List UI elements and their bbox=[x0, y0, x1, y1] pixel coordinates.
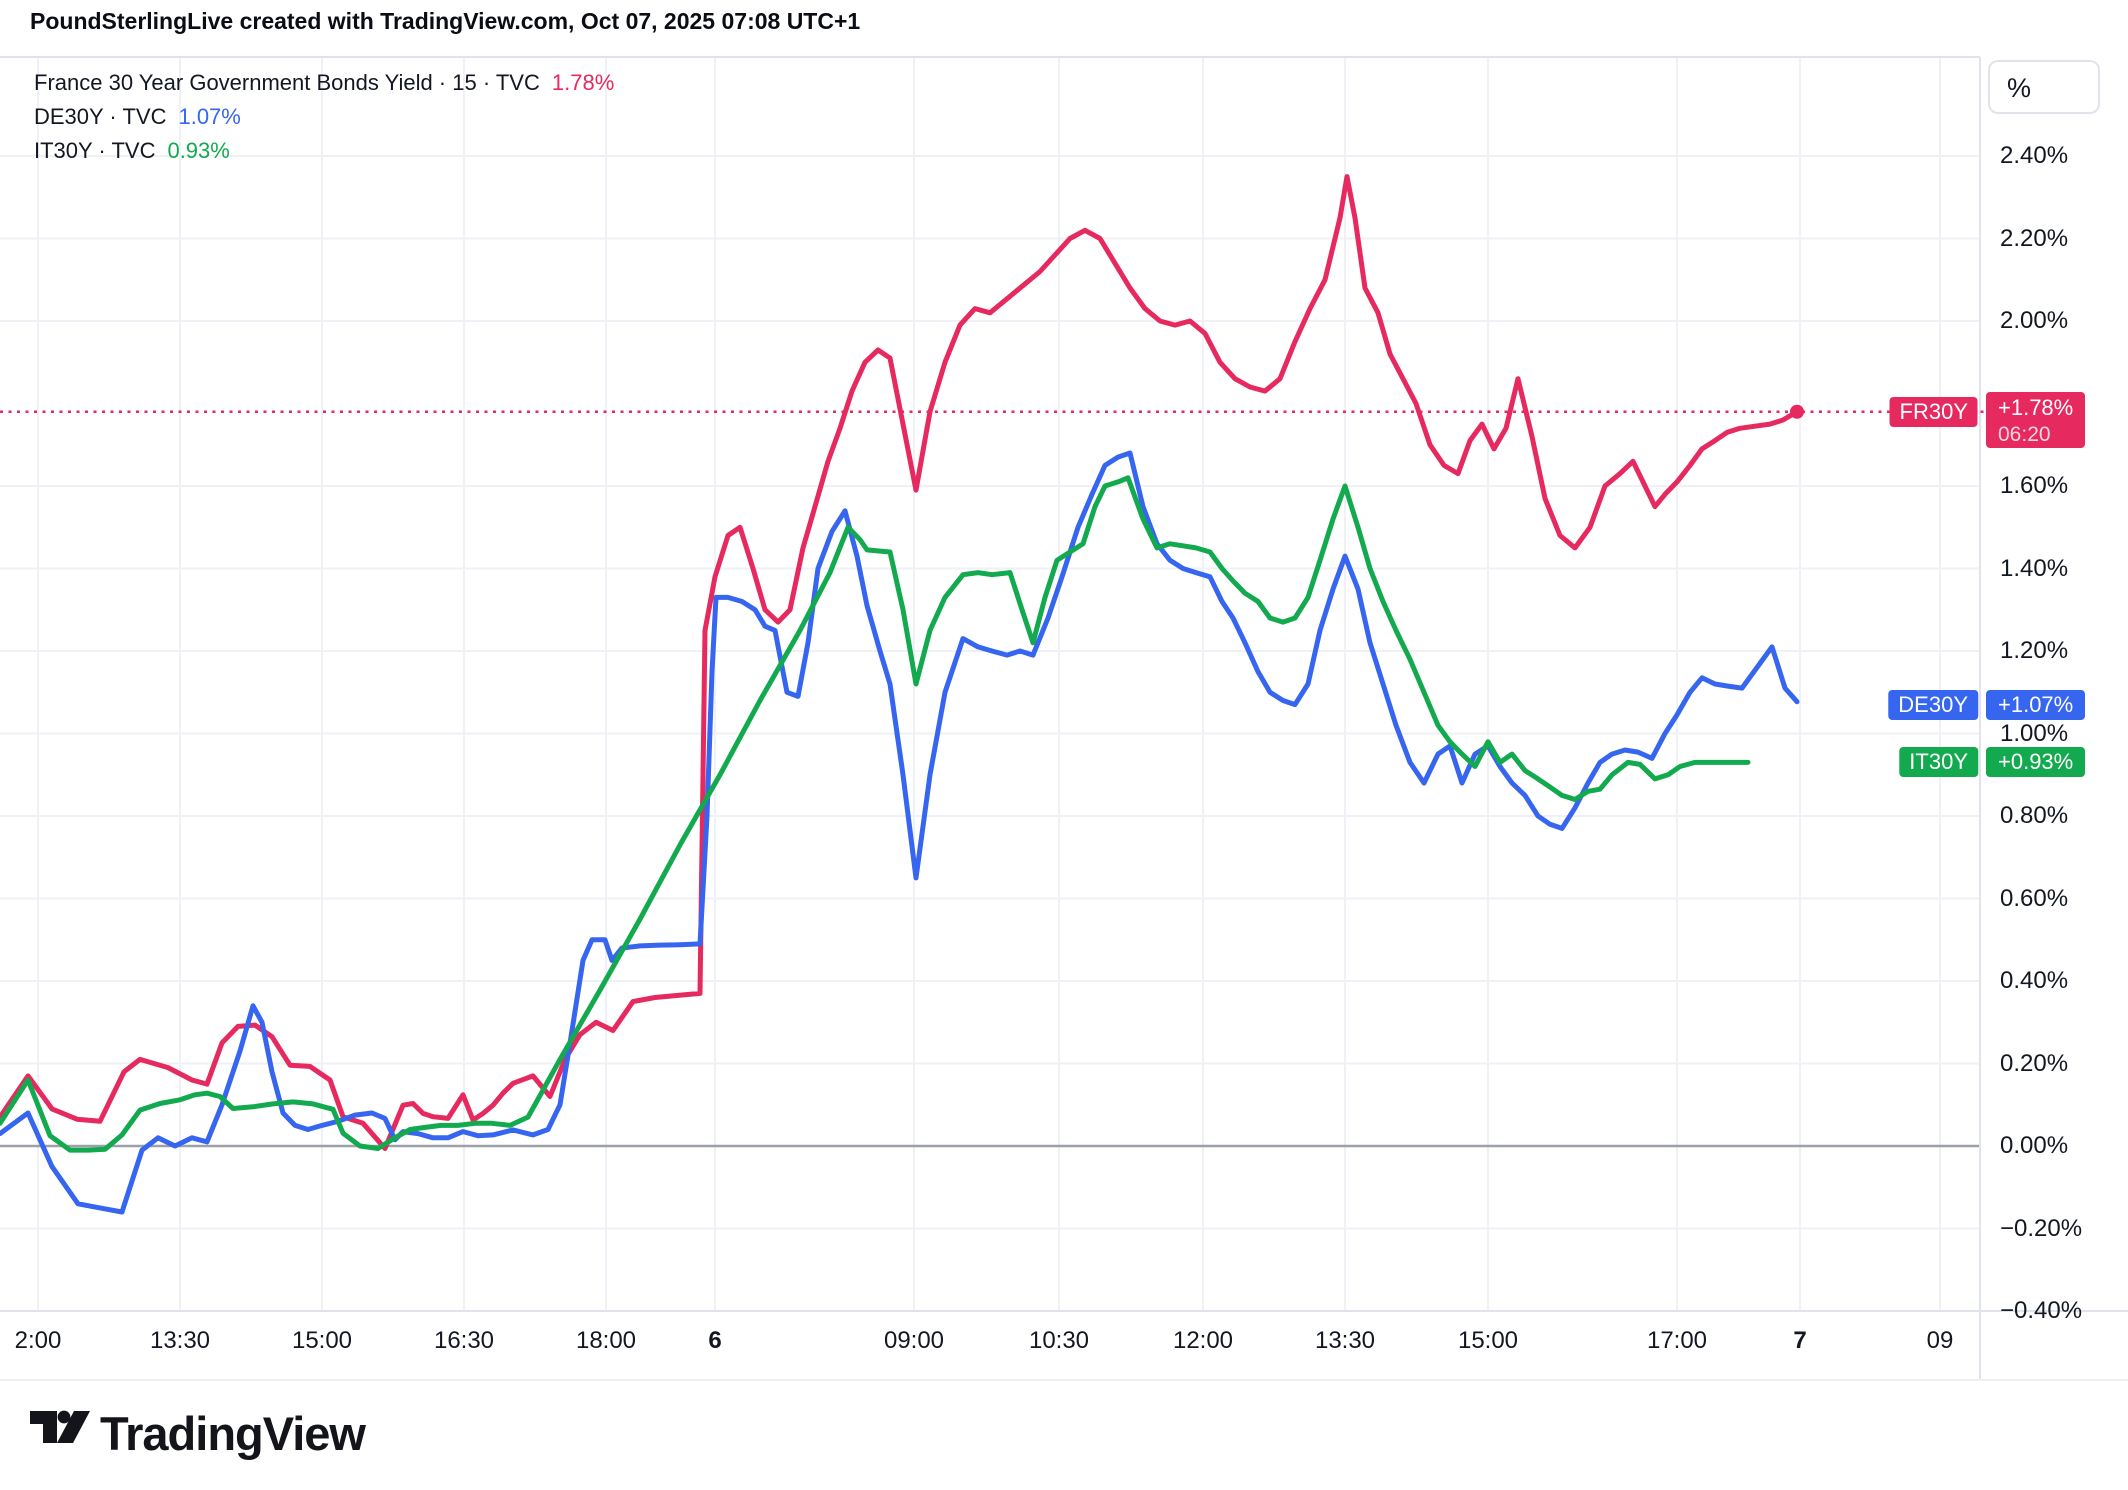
legend-label-fr30y: France 30 Year Government Bonds Yield · … bbox=[34, 70, 540, 95]
x-axis-tick-label: 15:00 bbox=[1457, 1327, 1519, 1354]
x-axis-tick-label: 16:30 bbox=[433, 1327, 495, 1354]
y-axis-tick-label: 2.00% bbox=[2000, 307, 2069, 334]
legend-value-it30y: 0.93% bbox=[167, 138, 230, 163]
x-axis-tick-label: 7 bbox=[1793, 1327, 1807, 1354]
price-badge-it30y: +0.93% bbox=[1986, 747, 2086, 778]
x-axis-tick-label: 15:00 bbox=[291, 1327, 353, 1354]
price-badge-de30y: +1.07% bbox=[1986, 689, 2086, 720]
tradingview-footer-logo[interactable]: TradingView bbox=[28, 1406, 428, 1460]
y-axis-tick-label: 1.20% bbox=[2000, 637, 2069, 664]
y-axis-tick-label: 0.20% bbox=[2000, 1049, 2069, 1077]
price-time-fr30y: 06:20 bbox=[1998, 422, 2051, 446]
y-axis-tick-label: 0.00% bbox=[2000, 1132, 2069, 1159]
y-axis-tick-label: 0.80% bbox=[2000, 802, 2069, 829]
last-price-dot bbox=[1790, 404, 1804, 419]
x-axis-tick-label: 09:00 bbox=[883, 1327, 945, 1354]
attribution-title: PoundSterlingLive created with TradingVi… bbox=[30, 8, 861, 34]
x-axis-tick-label: 17:00 bbox=[1646, 1327, 1708, 1354]
chart-legend: France 30 Year Government Bonds Yield · … bbox=[34, 66, 614, 168]
y-axis-tick-label: −0.20% bbox=[2000, 1214, 2083, 1242]
price-value-it30y: +0.93% bbox=[1998, 749, 2074, 775]
legend-row-it30y[interactable]: IT30Y · TVC 0.93% bbox=[34, 134, 614, 168]
legend-value-fr30y: 1.78% bbox=[551, 70, 615, 95]
x-axis-tick-label: 2:00 bbox=[14, 1327, 62, 1354]
price-badge-fr30y: +1.78% 06:20 bbox=[1986, 391, 2086, 448]
y-axis-tick-label: 2.40% bbox=[2000, 142, 2069, 169]
price-value-de30y: +1.07% bbox=[1998, 691, 2074, 717]
y-axis-tick-label: 1.40% bbox=[2000, 554, 2069, 582]
y-axis-tick-label: −0.40% bbox=[2000, 1297, 2083, 1324]
x-axis-tick-label: 6 bbox=[708, 1327, 722, 1354]
x-axis-tick-label: 13:30 bbox=[1314, 1327, 1376, 1354]
legend-row-fr30y[interactable]: France 30 Year Government Bonds Yield · … bbox=[34, 66, 614, 100]
x-axis-tick-label: 09 bbox=[1926, 1327, 1954, 1354]
symbol-badge-it30y: IT30Y bbox=[1899, 747, 1978, 778]
y-axis-tick-label: 2.20% bbox=[2000, 224, 2069, 252]
x-axis-tick-label: 13:30 bbox=[149, 1327, 211, 1354]
x-axis-tick-label: 10:30 bbox=[1028, 1327, 1090, 1354]
series-line-de30y bbox=[0, 450, 1800, 1215]
y-axis-tick-label: 0.60% bbox=[2000, 884, 2069, 912]
symbol-badge-fr30y: FR30Y bbox=[1889, 396, 1978, 427]
price-scale-unit-button[interactable]: % bbox=[1988, 60, 2100, 114]
y-axis-tick-label: 0.40% bbox=[2000, 967, 2069, 994]
tradingview-wordmark: TradingView bbox=[100, 1407, 366, 1460]
series-line-fr30y bbox=[0, 174, 1800, 1151]
symbol-badge-de30y: DE30Y bbox=[1888, 689, 1978, 720]
tradingview-logomark-icon bbox=[30, 1410, 90, 1443]
legend-row-de30y[interactable]: DE30Y · TVC 1.07% bbox=[34, 100, 614, 134]
legend-value-de30y: 1.07% bbox=[178, 104, 241, 129]
price-value-fr30y: +1.78% bbox=[1998, 394, 2074, 420]
legend-label-de30y: DE30Y · TVC bbox=[34, 104, 167, 129]
x-axis-tick-label: 18:00 bbox=[575, 1327, 637, 1354]
series-line-it30y bbox=[0, 475, 1751, 1153]
legend-label-it30y: IT30Y · TVC bbox=[34, 138, 156, 163]
y-axis-tick-label: 1.60% bbox=[2000, 472, 2069, 499]
y-axis-tick-label: 1.00% bbox=[2000, 719, 2069, 747]
x-axis-tick-label: 12:00 bbox=[1172, 1327, 1234, 1354]
